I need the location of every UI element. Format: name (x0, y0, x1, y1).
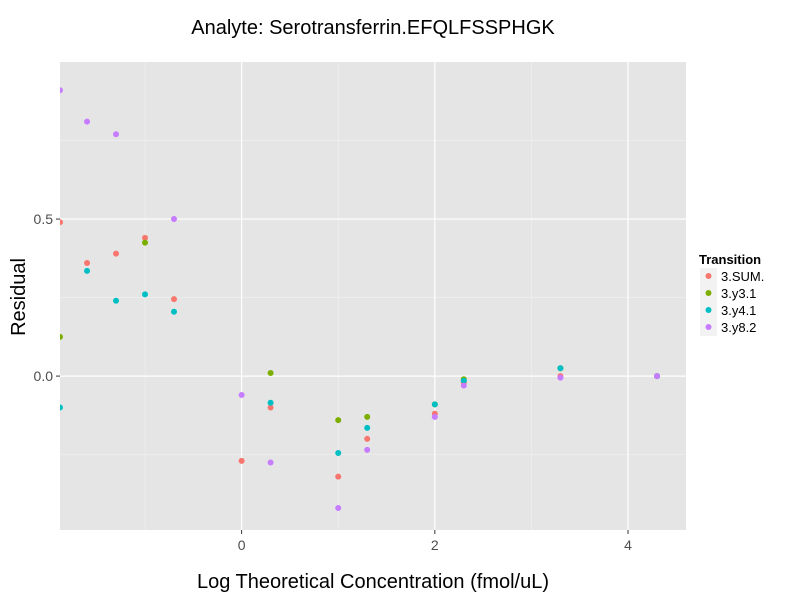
data-point (557, 374, 564, 381)
legend-title: Transition (699, 252, 761, 267)
data-point (460, 382, 467, 389)
data-point (113, 131, 120, 138)
chart-title: Analyte: Serotransferrin.EFQLFSSPHGK (191, 17, 555, 39)
data-point (170, 296, 177, 303)
x-axis-title: Log Theoretical Concentration (fmol/uL) (197, 571, 549, 593)
data-point (84, 267, 91, 274)
data-point (113, 297, 120, 304)
data-point (335, 505, 342, 512)
legend-key-dot (705, 290, 712, 296)
legend-key-dot (705, 273, 712, 279)
data-point (335, 450, 342, 457)
data-point (142, 239, 149, 246)
data-point (267, 459, 274, 466)
data-point (113, 250, 120, 257)
plot-panel (60, 62, 686, 530)
data-point (84, 118, 91, 125)
x-tick-label: 4 (624, 537, 632, 553)
data-point (267, 404, 274, 411)
legend-label: 3.SUM. (721, 269, 764, 284)
legend-label: 3.y3.1 (721, 286, 756, 301)
data-point (335, 473, 342, 480)
data-point (267, 399, 274, 406)
data-point (238, 391, 245, 398)
data-point (238, 457, 245, 464)
y-tick-label: 0.0 (34, 368, 54, 384)
legend-key-dot (705, 324, 712, 330)
data-point (460, 377, 467, 384)
legend-items: 3.SUM. 3.y3.1 3.y4.1 3.y8.2 (700, 268, 764, 336)
data-point (557, 365, 564, 372)
major-gridlines (60, 62, 686, 530)
legend-label: 3.y8.2 (721, 320, 756, 335)
data-point (170, 308, 177, 315)
x-tick-label: 0 (238, 537, 246, 553)
data-point (431, 401, 438, 408)
minor-gridlines (60, 62, 686, 530)
data-point (654, 373, 661, 380)
y-axis-title: Residual (8, 258, 30, 336)
data-point (60, 87, 63, 94)
data-point (84, 260, 91, 267)
legend: Transition 3.SUM. 3.y3.1 3.y4.1 3.y8.2 (699, 252, 764, 336)
data-point (60, 333, 63, 340)
y-tick-label: 0.5 (34, 211, 54, 227)
data-point (431, 413, 438, 420)
data-point (60, 219, 63, 226)
data-point (142, 291, 149, 298)
data-point (335, 417, 342, 424)
data-point (364, 435, 371, 442)
data-point (142, 234, 149, 241)
data-point (60, 404, 63, 411)
legend-label: 3.y4.1 (721, 303, 756, 318)
x-tick-label: 2 (431, 537, 439, 553)
legend-key-dot (705, 307, 712, 313)
y-axis-ticks: 0.0 0.5 (34, 211, 60, 384)
data-point (364, 424, 371, 431)
data-point (364, 413, 371, 420)
x-axis-ticks: 0 2 4 (238, 530, 632, 553)
data-point (267, 369, 274, 376)
data-point (170, 216, 177, 223)
data-points (60, 87, 661, 512)
data-point (364, 446, 371, 453)
